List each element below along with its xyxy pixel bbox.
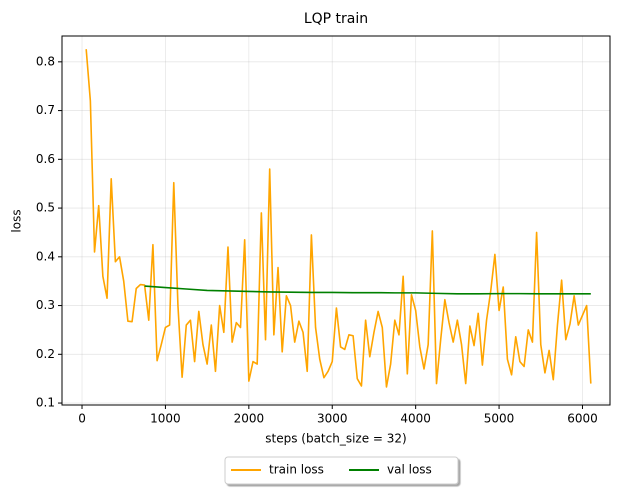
y-tick-label: 0.7 [36, 103, 55, 117]
legend-label: train loss [269, 463, 324, 477]
axes-frame [61, 35, 611, 406]
legend-box [224, 456, 459, 485]
y-tick-label: 0.6 [36, 152, 55, 166]
x-tick-label: 1000 [150, 412, 181, 426]
y-tick-label: 0.3 [36, 298, 55, 312]
y-tick-label: 0.5 [36, 201, 55, 215]
x-tick-label: 6000 [567, 412, 598, 426]
x-tick-label: 4000 [400, 412, 431, 426]
x-tick-label: 3000 [317, 412, 348, 426]
y-tick-label: 0.4 [36, 249, 55, 263]
plot-area [85, 49, 592, 388]
legend-label: val loss [387, 463, 432, 477]
x-axis-label: steps (batch_size = 32) [265, 432, 407, 446]
y-tick-label: 0.2 [36, 347, 55, 361]
chart-title: LQP train [304, 11, 368, 27]
legend: train loss val loss [224, 456, 459, 485]
grid [62, 36, 610, 405]
x-tick-label: 5000 [484, 412, 515, 426]
x-tick-label: 0 [78, 412, 86, 426]
series-line [144, 285, 591, 295]
y-axis-label: loss [10, 209, 24, 232]
x-tick-label: 2000 [234, 412, 265, 426]
series-line [85, 49, 592, 388]
y-tick-label: 0.8 [36, 54, 55, 68]
y-tick-label: 0.1 [36, 396, 55, 410]
